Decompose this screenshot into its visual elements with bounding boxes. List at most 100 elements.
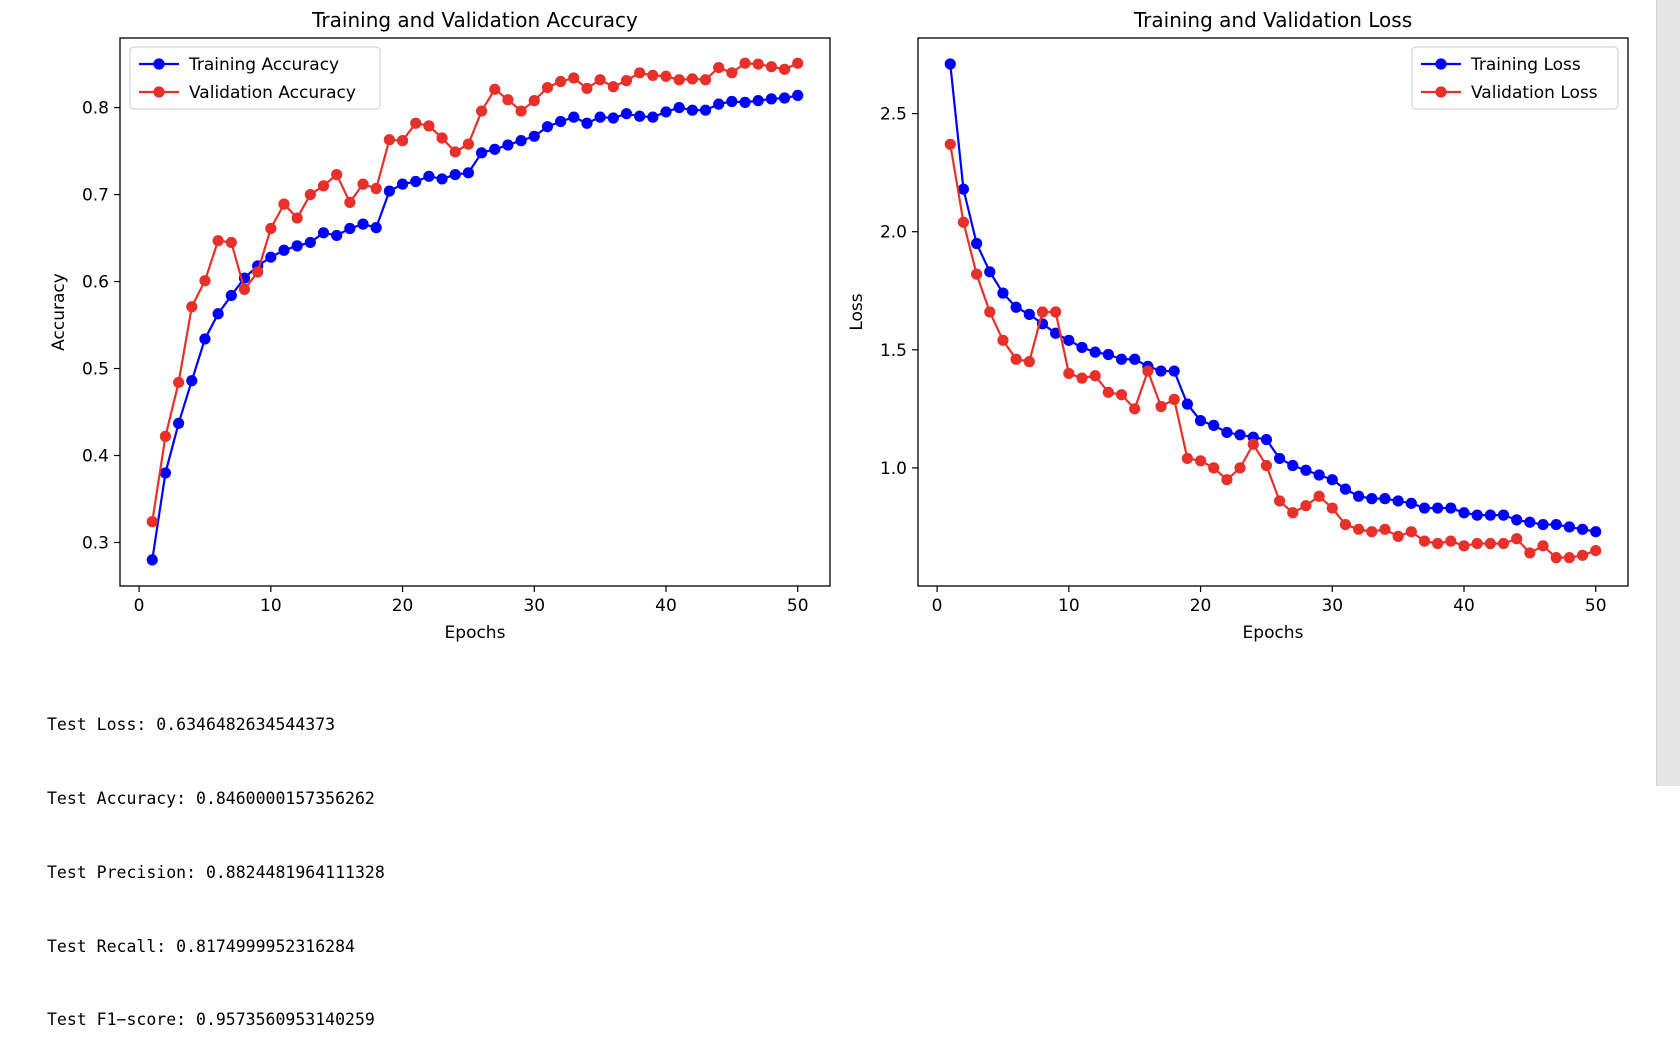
training-loss-point: [1273, 452, 1286, 465]
validation-loss-point: [944, 138, 956, 150]
validation-loss-point: [1405, 526, 1417, 538]
validation-accuracy-point: [792, 57, 804, 69]
training-loss-point: [1405, 497, 1417, 509]
training-loss-point: [1300, 464, 1312, 476]
validation-loss-point: [1563, 552, 1575, 564]
training-accuracy-point: [146, 554, 158, 566]
loss-chart: Training and Validation Loss 0 10 20 30 40 50 1…: [847, 8, 1629, 643]
accuracy-x-axis-label: Epochs: [445, 623, 506, 643]
validation-loss-point: [1247, 438, 1259, 450]
loss-chart-title: Training and Validation Loss: [1133, 8, 1412, 32]
validation-loss-point: [1537, 540, 1549, 552]
validation-loss-point: [1115, 389, 1128, 401]
validation-loss-point: [1260, 459, 1273, 472]
training-loss-point: [1181, 398, 1193, 410]
training-loss-point: [1418, 502, 1431, 514]
training-loss-point: [1590, 526, 1602, 538]
scroll-gutter: [1638, 0, 1656, 786]
validation-loss-point: [1366, 526, 1378, 538]
training-accuracy-point: [660, 106, 672, 118]
training-loss-point: [1379, 493, 1391, 505]
test-f1-line: Test F1−score: 0.9573560953140259: [47, 1010, 375, 1030]
training-accuracy-point: [291, 240, 303, 252]
training-accuracy-point: [159, 467, 172, 479]
training-loss-line: [949, 63, 1596, 533]
accuracy-chart: Training and Validation Accuracy 0 10 20 30 4…: [49, 8, 831, 643]
validation-accuracy-point: [159, 430, 172, 442]
validation-loss-point: [1445, 535, 1457, 547]
validation-loss-point: [1392, 530, 1404, 542]
training-loss-point: [1339, 483, 1352, 495]
validation-accuracy-point: [278, 198, 290, 210]
training-loss-point: [1076, 341, 1088, 354]
training-accuracy-point: [489, 143, 501, 155]
training-accuracy-point: [357, 218, 369, 230]
validation-loss-point: [1273, 495, 1286, 507]
training-loss-point: [997, 287, 1009, 299]
validation-loss-point: [1234, 462, 1246, 474]
validation-accuracy-point: [238, 283, 251, 295]
validation-loss-point: [1142, 365, 1154, 377]
training-loss-point: [957, 183, 970, 195]
validation-accuracy-point: [331, 168, 343, 181]
validation-loss-point: [1194, 455, 1207, 467]
training-accuracy-point: [423, 170, 435, 182]
training-loss-legend-marker: [1435, 58, 1447, 70]
loss-legend: Training Loss Validation Loss: [1411, 46, 1619, 110]
accuracy-x-tick-label: 40: [655, 596, 677, 616]
training-accuracy-point: [699, 104, 712, 116]
validation-accuracy-point: [252, 266, 264, 278]
accuracy-y-axis-label: Accuracy: [49, 273, 69, 351]
training-loss-point: [1511, 514, 1523, 526]
validation-accuracy-point: [475, 105, 488, 117]
validation-loss-point: [1511, 533, 1523, 545]
validation-accuracy-point: [765, 61, 777, 73]
training-loss-point: [1102, 348, 1114, 361]
training-accuracy-point: [752, 95, 764, 107]
validation-accuracy-point: [699, 74, 712, 86]
validation-accuracy-point: [199, 275, 211, 287]
validation-loss-point: [1339, 518, 1352, 531]
training-accuracy-point: [436, 173, 448, 185]
training-loss-point: [944, 58, 956, 70]
training-accuracy-point: [739, 96, 751, 108]
training-accuracy-point: [594, 111, 606, 123]
scrollbar-track[interactable]: [1656, 0, 1680, 786]
validation-accuracy-point: [173, 376, 185, 389]
training-accuracy-point: [410, 175, 422, 188]
loss-legend-box: [1411, 46, 1619, 110]
training-loss-point: [1089, 346, 1101, 358]
training-accuracy-point: [792, 89, 804, 102]
validation-loss-point: [1089, 370, 1101, 382]
validation-accuracy-point: [423, 120, 435, 132]
training-accuracy-point: [199, 333, 211, 345]
validation-loss-point: [1590, 544, 1602, 557]
training-loss-point: [1484, 509, 1496, 521]
validation-accuracy-point: [502, 94, 514, 106]
training-loss-point: [1050, 327, 1062, 339]
training-accuracy-point: [568, 111, 580, 123]
validation-loss-point: [1208, 462, 1220, 474]
training-accuracy-point: [186, 375, 198, 387]
training-loss-point: [1550, 518, 1562, 531]
training-loss-point: [1326, 474, 1338, 486]
training-loss-point: [1260, 433, 1273, 446]
training-accuracy-point: [620, 108, 633, 120]
validation-accuracy-point: [620, 75, 633, 87]
validation-accuracy-point: [462, 138, 475, 150]
validation-accuracy-point: [436, 132, 448, 144]
training-accuracy-point: [331, 229, 343, 242]
loss-y-tick-label: 1.0: [880, 459, 907, 479]
training-accuracy-point: [475, 147, 488, 159]
training-accuracy-legend-marker: [153, 58, 165, 70]
training-loss-point: [1287, 459, 1299, 472]
validation-accuracy-point: [410, 117, 422, 129]
validation-loss-point: [1471, 537, 1483, 550]
validation-loss-point: [1432, 537, 1444, 550]
training-accuracy-point: [765, 93, 777, 105]
validation-accuracy-point: [541, 81, 554, 94]
training-accuracy-point: [396, 178, 409, 190]
test-recall-line: Test Recall: 0.8174999952316284: [47, 936, 355, 956]
validation-accuracy-point: [752, 58, 764, 70]
validation-loss-point: [1458, 540, 1470, 552]
